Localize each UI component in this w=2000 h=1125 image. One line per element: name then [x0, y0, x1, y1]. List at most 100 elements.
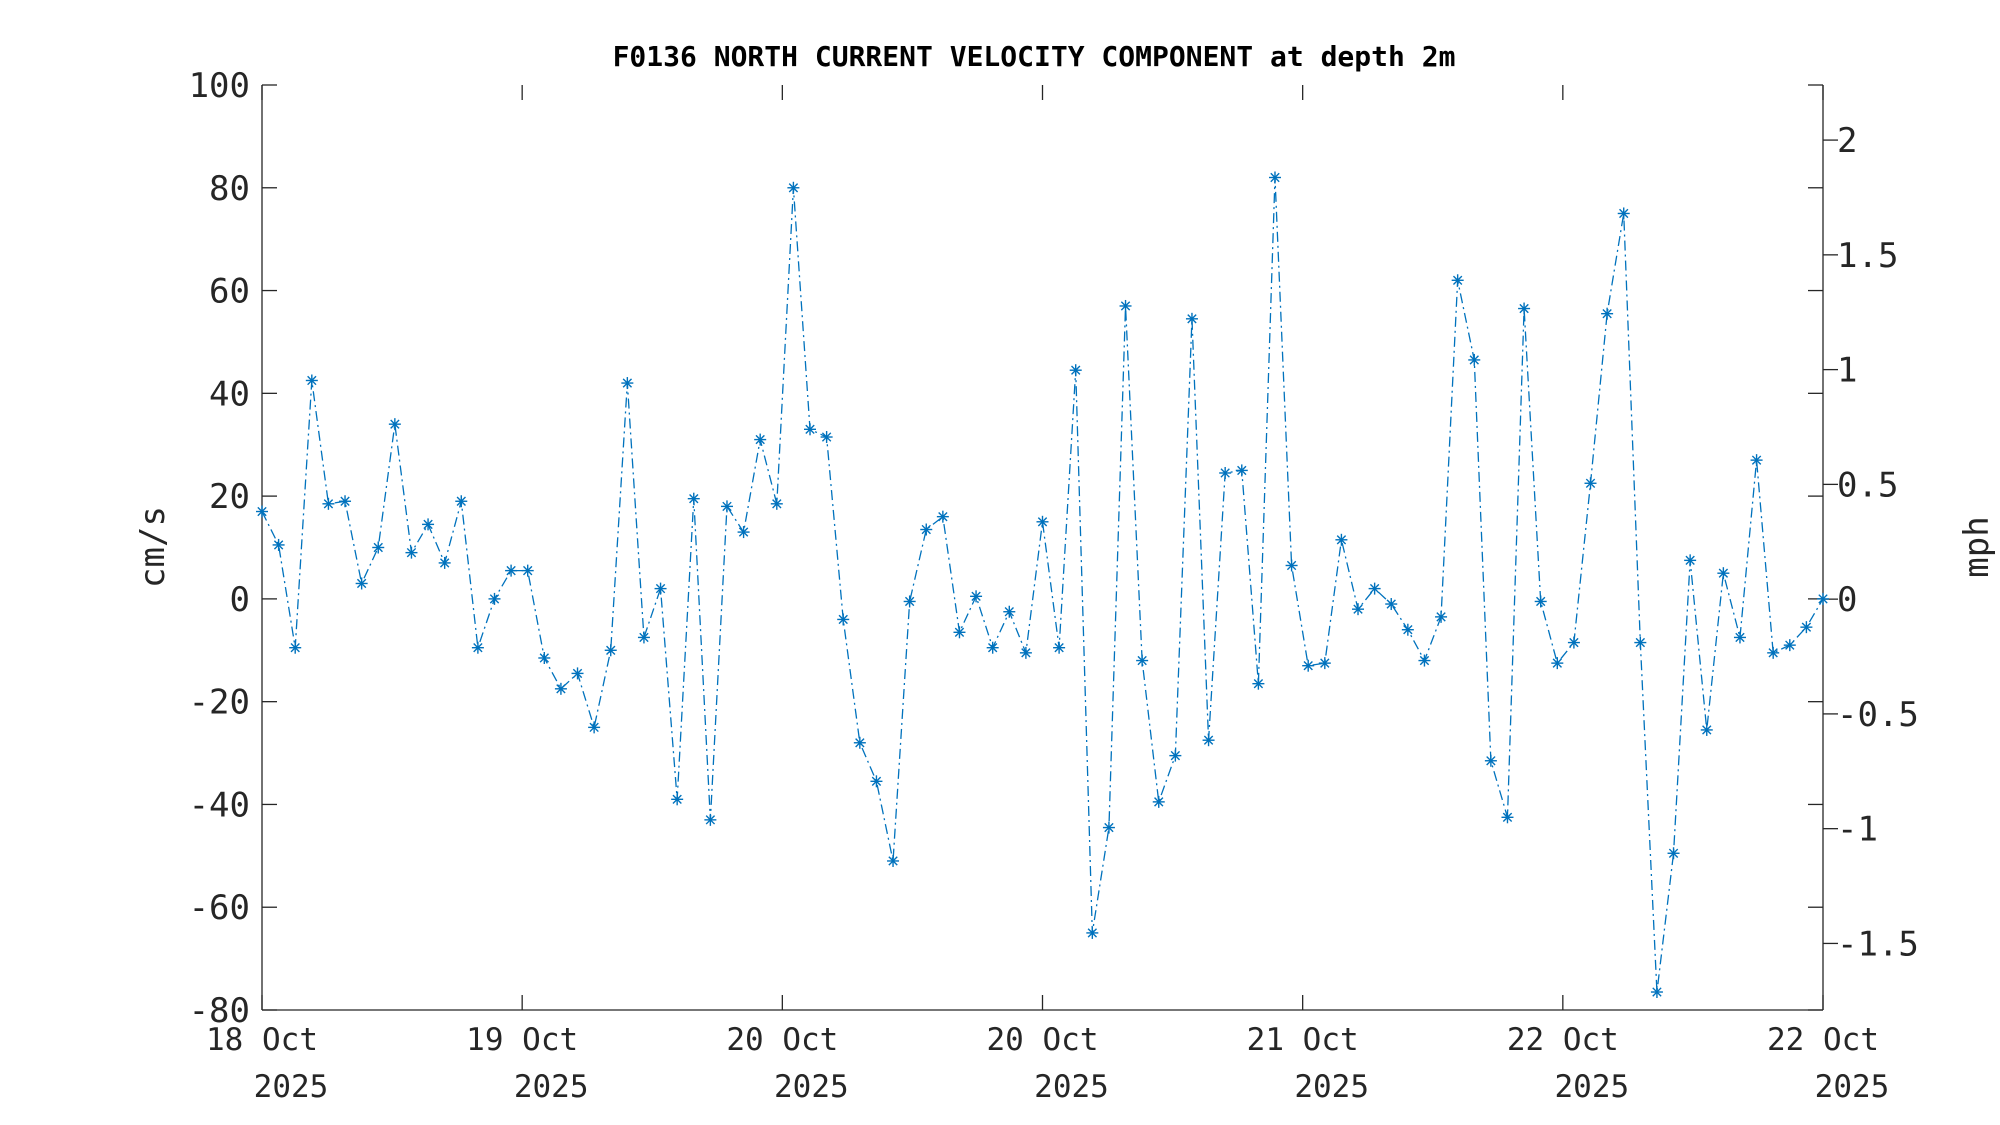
- data-point: [339, 495, 352, 508]
- data-point: [1069, 364, 1082, 377]
- data-point: [521, 564, 534, 577]
- data-point: [438, 556, 451, 569]
- data-point: [1567, 636, 1580, 649]
- data-point: [1518, 302, 1531, 315]
- data-point: [372, 541, 385, 554]
- data-point: [1352, 603, 1365, 616]
- data-point: [1136, 654, 1149, 667]
- data-point: [1268, 171, 1281, 184]
- x-tick-label-year: 2025: [254, 1069, 329, 1105]
- data-point: [920, 523, 933, 536]
- data-point: [870, 775, 883, 788]
- y-tick-label: 80: [209, 169, 250, 209]
- data-point: [1102, 821, 1115, 834]
- data-point: [1634, 636, 1647, 649]
- data-point: [853, 736, 866, 749]
- x-tick-label-day: 19 Oct: [466, 1022, 578, 1058]
- data-point: [1617, 207, 1630, 220]
- data-point: [355, 577, 368, 590]
- data-point: [256, 505, 268, 518]
- data-point: [687, 492, 700, 505]
- data-point: [637, 631, 650, 644]
- data-point: [936, 510, 949, 523]
- axis-ticks: 100 80 60 40 20 0 -20 -40 -60 -80 2 1.5 1 0.5 0 -0.5 -1 -…: [189, 66, 1919, 1105]
- data-point: [1169, 749, 1182, 762]
- y-tick-label: 40: [209, 374, 250, 414]
- data-point: [1700, 723, 1713, 736]
- data-point: [671, 793, 684, 806]
- data-point: [1551, 657, 1564, 670]
- data-point: [405, 546, 418, 559]
- data-point: [1750, 454, 1763, 467]
- x-tick-label-day: 21 Oct: [1247, 1022, 1359, 1058]
- data-point: [1817, 592, 1829, 605]
- data-point: [1717, 567, 1730, 580]
- y-tick-label: 0: [230, 580, 250, 620]
- data-point: [571, 667, 584, 680]
- data-point: [488, 592, 501, 605]
- x-tick-label-day: 22 Oct: [1767, 1022, 1879, 1058]
- x-tick-label-day: 20 Oct: [987, 1022, 1099, 1058]
- data-point: [1401, 623, 1414, 636]
- data-point: [1119, 299, 1132, 312]
- series-line: [261, 177, 1824, 993]
- y-tick-label: 20: [209, 477, 250, 517]
- x-tick-label-year: 2025: [1294, 1069, 1369, 1105]
- x-tick-label-year: 2025: [774, 1069, 849, 1105]
- data-point: [1003, 605, 1016, 618]
- data-point: [1053, 641, 1066, 654]
- data-point: [1650, 986, 1663, 999]
- data-point: [1733, 631, 1746, 644]
- data-point: [604, 644, 617, 657]
- data-point: [1302, 659, 1315, 672]
- y2-tick-label: 0: [1837, 580, 1857, 620]
- data-point: [986, 641, 999, 654]
- x-tick-label-day: 22 Oct: [1507, 1022, 1619, 1058]
- data-point: [1484, 754, 1497, 767]
- data-point: [837, 613, 850, 626]
- data-point: [704, 813, 717, 826]
- x-tick-label-day: 18 Oct: [206, 1022, 318, 1058]
- data-point: [720, 500, 733, 513]
- data-point: [1385, 598, 1398, 611]
- y-tick-label: 60: [209, 272, 250, 312]
- data-point: [1285, 559, 1298, 572]
- data-point: [538, 651, 551, 664]
- data-point: [505, 564, 518, 577]
- data-point: [1684, 554, 1697, 567]
- y-tick-label: 100: [189, 66, 250, 106]
- y-axis-label: cm/s: [133, 506, 173, 588]
- data-point: [1767, 646, 1780, 659]
- chart-title: F0136 NORTH CURRENT VELOCITY COMPONENT a…: [613, 40, 1456, 73]
- data-point: [770, 497, 783, 510]
- data-point: [754, 433, 767, 446]
- data-point: [1468, 353, 1481, 366]
- data-point: [804, 423, 817, 436]
- y-tick-label: -20: [189, 683, 250, 723]
- data-point: [1202, 734, 1215, 747]
- data-point: [455, 495, 468, 508]
- data-point: [1451, 274, 1464, 287]
- data-point: [1252, 677, 1265, 690]
- data-point: [820, 431, 833, 444]
- data-point: [1335, 533, 1348, 546]
- data-point: [1534, 595, 1547, 608]
- y2-axis-label: mph: [1957, 516, 1997, 577]
- data-point: [471, 641, 484, 654]
- data-point: [1584, 477, 1597, 490]
- data-point: [1318, 657, 1331, 670]
- y2-tick-label: -1.5: [1837, 924, 1919, 964]
- data-point: [305, 374, 318, 387]
- y-tick-label: -80: [189, 991, 250, 1031]
- data-point: [1019, 646, 1032, 659]
- data-point: [1501, 811, 1514, 824]
- series-markers: [256, 171, 1829, 999]
- data-point: [1783, 639, 1796, 652]
- y-tick-label: -60: [189, 888, 250, 928]
- data-point: [654, 582, 667, 595]
- data-point: [1219, 466, 1232, 479]
- y2-tick-label: 0.5: [1837, 465, 1898, 505]
- data-point: [787, 181, 800, 194]
- data-point: [289, 641, 302, 654]
